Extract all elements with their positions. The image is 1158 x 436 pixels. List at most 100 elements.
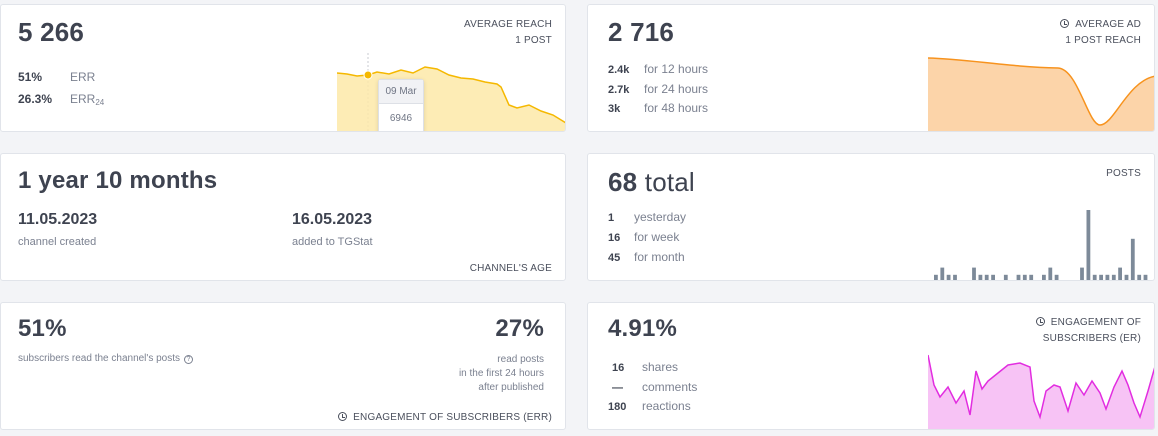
err-tag: ENGAGEMENT OF SUBSCRIBERS (ERR) [338,410,552,426]
average-ad-reach-card: 2 716 AVERAGE AD 1 POST REACH 2.4k for 12… [587,4,1155,132]
channel-age-card: 1 year 10 months 11.05.2023 channel crea… [0,153,566,281]
posts-bar[interactable] [1118,267,1122,281]
ad-reach-12h-value: 2.4k [608,64,630,76]
posts-yesterday-label: yesterday [634,210,687,224]
added-label: added to TGStat [292,236,373,248]
err-left-value: 51% [18,315,67,342]
er-line [928,354,1154,420]
err-left-label: subscribers read the channel's posts? [18,353,193,364]
posts-bar[interactable] [984,274,989,281]
posts-bar[interactable] [972,267,976,281]
posts-row-month: 45 for month [608,247,685,268]
help-icon[interactable]: ? [184,355,193,364]
posts-tag: POSTS [1106,168,1141,179]
posts-card: 68 total POSTS 1 yesterday 16 for week 45 f… [587,153,1155,281]
er-tag-line2: SUBSCRIBERS (ER) [1042,333,1141,344]
created-label: channel created [18,236,97,248]
posts-bar[interactable] [934,274,938,281]
er-reactions-label: reactions [642,399,691,413]
er-card: 4.91% ENGAGEMENT OF SUBSCRIBERS (ER) 16 s… [587,302,1155,430]
posts-bar[interactable] [946,274,951,281]
posts-week-label: for week [634,230,680,244]
posts-bar[interactable] [978,274,983,281]
reach-line [337,66,565,124]
posts-bar[interactable] [1130,238,1135,281]
ad-reach-line [928,57,1154,126]
ad-reach-row-12h: 2.4k for 12 hours [608,59,708,80]
average-reach-tag-line1: AVERAGE REACH [464,19,552,30]
posts-bar[interactable] [1016,274,1021,281]
posts-bar[interactable] [1003,274,1008,281]
err-label: ERR [70,70,96,84]
er-tag: ENGAGEMENT OF SUBSCRIBERS (ER) [1035,315,1141,347]
posts-month-value: 45 [608,252,621,264]
posts-bar[interactable] [1143,274,1148,281]
posts-bar[interactable] [1042,274,1046,281]
err24-value: 26.3% [18,92,53,106]
err24-label: ERR24 [70,92,105,107]
ad-reach-tag-line2: 1 POST REACH [1065,35,1141,46]
added-date: 16.05.2023 [292,211,373,228]
er-reactions-value: 180 [608,401,627,413]
err-value: 51% [18,70,43,84]
ad-reach-24h-value: 2.7k [608,84,630,96]
posts-bar[interactable] [1048,267,1053,281]
posts-row-week: 16 for week [608,227,679,248]
ad-reach-48h-label: for 48 hours [644,101,709,115]
clock-icon [1060,19,1070,28]
average-reach-tag: AVERAGE REACH 1 POST [464,17,552,49]
posts-bar[interactable] [1054,274,1059,281]
er-comments-value: — [612,382,623,394]
reach-sparkline[interactable] [337,53,566,132]
err-card: 51% subscribers read the channel's posts… [0,302,566,430]
ad-reach-row-48h: 3k for 48 hours [608,98,708,119]
ad-reach-tag: AVERAGE AD 1 POST REACH [1060,17,1141,49]
posts-total: 68 total [608,167,695,198]
tooltip-date: 09 Mar [379,80,423,104]
posts-bar[interactable] [991,274,995,281]
posts-month-label: for month [634,250,685,264]
created-date: 11.05.2023 [18,211,98,228]
err24-row: 26.3% ERR24 [18,89,104,113]
posts-week-value: 16 [608,232,621,244]
ad-reach-12h-label: for 12 hours [644,62,709,76]
posts-total-suffix: total [644,167,695,197]
posts-bar-chart [934,210,1148,281]
posts-bar[interactable] [940,267,945,281]
ad-reach-row-24h: 2.7k for 24 hours [608,79,708,100]
ad-reach-value: 2 716 [608,17,675,47]
clock-icon [1035,317,1045,326]
posts-bar[interactable] [1022,274,1027,281]
err-right-value: 27% [495,315,544,342]
reach-tooltip: 09 Mar 6946 [378,79,424,131]
tooltip-value: 6946 [389,113,413,124]
er-tag-line1: ENGAGEMENT OF [1035,315,1141,331]
er-shares-value: 16 [612,362,625,374]
channel-age-value: 1 year 10 months [18,167,218,194]
er-row-reactions: 180 reactions [608,396,691,417]
posts-bar[interactable] [1080,267,1084,281]
posts-bar[interactable] [1099,274,1103,281]
posts-bar[interactable] [1086,210,1091,281]
er-comments-label: comments [642,380,698,394]
ad-reach-48h-value: 3k [608,103,621,115]
posts-bar[interactable] [953,274,957,281]
average-reach-value: 5 266 [18,17,85,47]
err-right-label: read posts in the first 24 hours after p… [458,354,544,393]
er-value: 4.91% [608,315,678,342]
posts-bar[interactable] [1105,274,1110,281]
posts-bar[interactable] [1137,274,1142,281]
ad-reach-sparkline [928,57,1154,131]
posts-bar[interactable] [1111,274,1116,281]
err-row: 51% ERR [18,67,95,87]
posts-bar[interactable] [1029,274,1034,281]
posts-bar[interactable] [1124,274,1129,281]
er-row-comments: — comments [612,377,697,398]
channel-age-tag: CHANNEL'S AGE [469,263,552,274]
posts-total-value: 68 [608,167,638,197]
average-reach-tag-line2: 1 POST [515,35,552,46]
posts-yesterday-value: 1 [608,212,615,224]
posts-bar[interactable] [1092,274,1097,281]
er-area [928,355,1154,429]
ad-reach-area [928,58,1154,131]
